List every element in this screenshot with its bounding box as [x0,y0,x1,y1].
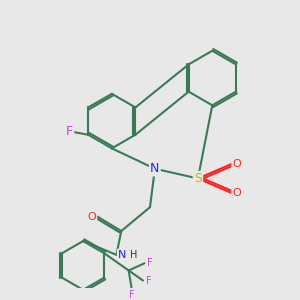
Text: N: N [118,250,126,260]
Text: O: O [87,212,96,222]
Text: F: F [129,290,134,300]
Text: O: O [232,159,241,169]
Text: F: F [147,258,153,268]
Text: F: F [146,275,152,286]
Text: O: O [232,188,241,198]
Text: H: H [130,250,137,260]
Text: F: F [66,125,73,138]
Text: N: N [150,162,160,175]
Text: S: S [194,172,202,185]
